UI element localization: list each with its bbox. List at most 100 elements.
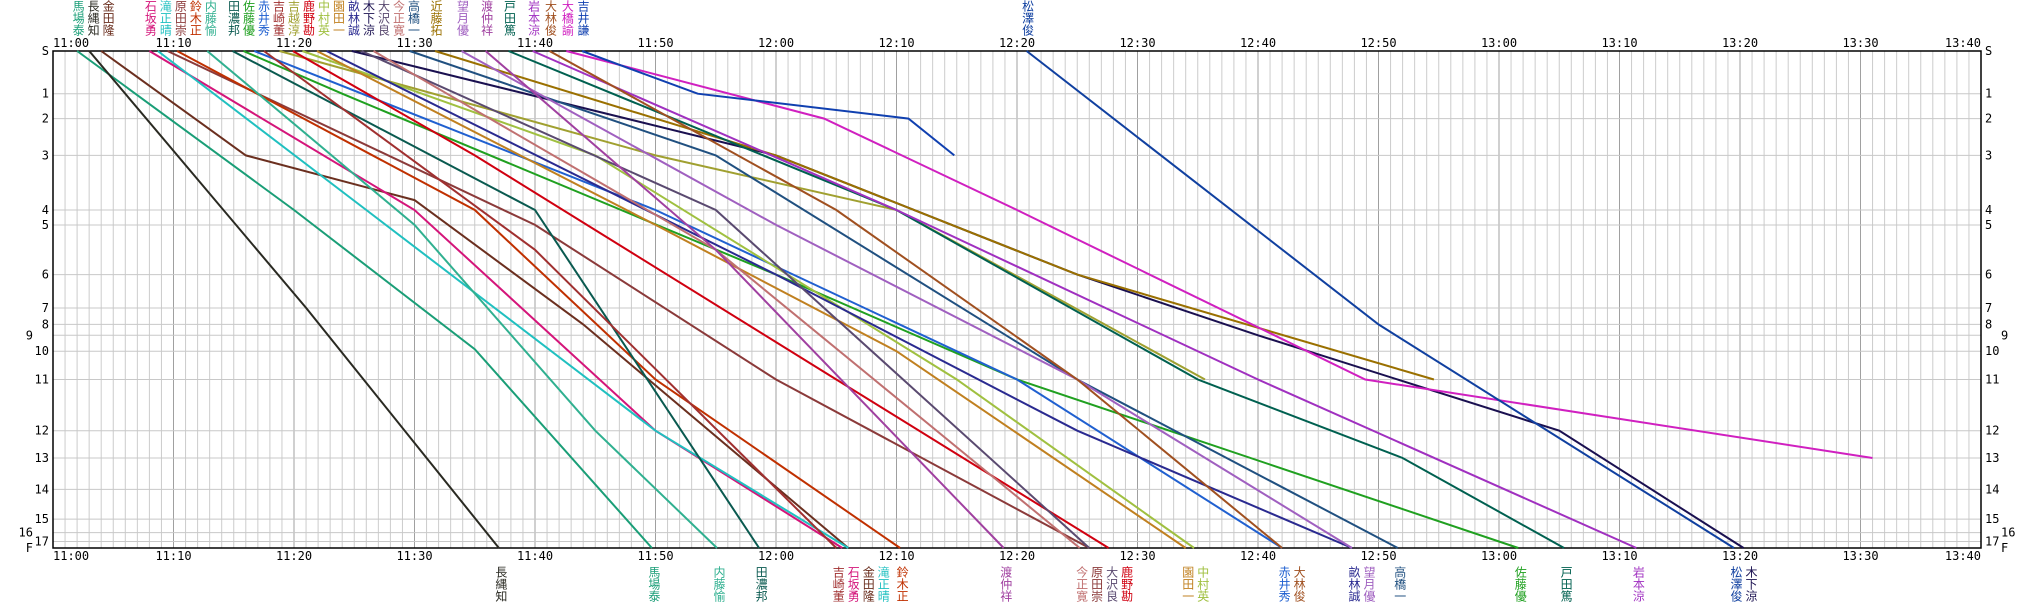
runner-start-label: 望月優 <box>455 0 470 36</box>
runner-line <box>88 50 500 549</box>
station-label-left: 4 <box>42 203 49 217</box>
runner-finish-label: 今正寛 <box>1074 566 1089 602</box>
station-label-right: 1 <box>1985 87 1992 101</box>
runner-line <box>484 50 1005 549</box>
runner-start-label: 吉越淳 <box>286 0 301 36</box>
station-label-right: 7 <box>1985 301 1992 315</box>
station-label-left: 2 <box>42 112 49 126</box>
runner-line <box>1025 50 1735 549</box>
station-label-left: 9 <box>26 328 33 342</box>
station-label-left: 14 <box>35 482 49 496</box>
time-tick-bottom: 12:20 <box>999 549 1035 563</box>
runner-line <box>549 50 1283 549</box>
time-tick-bottom: 12:50 <box>1360 549 1396 563</box>
runner-start-label: 今正寛 <box>391 0 406 36</box>
time-tick-top: 12:30 <box>1119 36 1155 50</box>
runner-lines <box>76 50 1873 549</box>
station-label-right: F <box>2001 541 2008 555</box>
runner-line <box>157 50 849 549</box>
runner-finish-label: 渡仲祥 <box>998 566 1013 602</box>
station-label-left: 13 <box>35 451 49 465</box>
runner-line <box>508 50 1565 549</box>
runner-line <box>176 50 901 549</box>
runner-finish-label: 中村英 <box>1195 566 1210 602</box>
station-label-left: 10 <box>35 344 49 358</box>
time-tick-top: 11:00 <box>53 36 89 50</box>
station-label-left: 3 <box>42 148 49 162</box>
runner-finish-label: 田濃邦 <box>754 566 769 602</box>
time-tick-bottom: 11:30 <box>396 549 432 563</box>
station-label-right: 2 <box>1985 112 1992 126</box>
station-label-right: 4 <box>1985 203 1992 217</box>
station-label-left: S <box>42 44 49 58</box>
plot-frame <box>52 50 1982 549</box>
runner-finish-label: 大林俊 <box>1292 566 1307 602</box>
time-tick-top: 13:40 <box>1945 36 1981 50</box>
time-tick-bottom: 12:10 <box>878 549 914 563</box>
station-label-right: 6 <box>1985 268 1992 282</box>
runner-finish-label: 赤井秀 <box>1277 566 1292 602</box>
runner-line <box>302 50 1195 549</box>
runner-line <box>76 50 653 549</box>
time-tick-top: 12:40 <box>1240 36 1276 50</box>
runner-start-label: 赤井秀 <box>256 0 271 36</box>
runner-start-label: 滝正晴 <box>158 0 173 36</box>
runner-start-label: 金田隆 <box>101 0 116 36</box>
time-tick-top: 13:30 <box>1842 36 1878 50</box>
runner-line <box>263 50 838 549</box>
runner-start-label: 原田崇 <box>173 0 188 36</box>
time-tick-top: 11:50 <box>637 36 673 50</box>
runner-line <box>316 50 1187 549</box>
time-tick-bottom: 11:00 <box>53 549 89 563</box>
runner-line <box>279 50 1206 381</box>
runner-finish-label: 大沢良 <box>1104 566 1119 602</box>
station-label-left: 7 <box>42 301 49 315</box>
station-label-right: 9 <box>2001 328 2008 342</box>
runner-start-label: 中村英 <box>316 0 331 36</box>
station-label-right: 14 <box>1985 482 1999 496</box>
time-tick-top: 11:30 <box>396 36 432 50</box>
runner-finish-label: 岩本涼 <box>1631 566 1646 602</box>
station-label-right: 8 <box>1985 317 1992 331</box>
station-label-right: 3 <box>1985 148 1992 162</box>
station-label-left: F <box>26 541 33 555</box>
runner-line <box>167 50 1090 549</box>
runner-line <box>566 50 1873 459</box>
station-label-right: 5 <box>1985 218 1992 232</box>
runner-start-label: 佐藤優 <box>241 0 256 36</box>
time-tick-bottom: 11:10 <box>155 549 191 563</box>
runner-line <box>206 50 718 549</box>
runner-start-label: 松澤俊 <box>1020 0 1035 36</box>
runner-line <box>292 50 1110 549</box>
station-label-left: 8 <box>42 317 49 331</box>
runner-start-label: 園田一 <box>331 0 346 36</box>
time-tick-top: 11:10 <box>155 36 191 50</box>
station-label-left: 15 <box>35 512 49 526</box>
runner-line <box>232 50 760 549</box>
runner-finish-label: 畝林誠 <box>1346 566 1361 602</box>
station-label-left: 16 <box>19 526 33 540</box>
time-tick-top: 13:00 <box>1481 36 1517 50</box>
time-tick-bottom: 13:30 <box>1842 549 1878 563</box>
runner-start-label: 鹿野勘 <box>301 0 316 36</box>
runner-finish-label: 松澤俊 <box>1728 566 1743 602</box>
runner-line <box>326 50 1353 549</box>
time-tick-top: 13:10 <box>1601 36 1637 50</box>
runner-finish-label: 望月優 <box>1361 566 1376 602</box>
runner-finish-label: 内藤愉 <box>711 566 726 602</box>
runner-start-label: 内藤愉 <box>203 0 218 36</box>
runner-finish-label: 高橋一 <box>1392 566 1407 602</box>
station-label-right: 10 <box>1985 344 1999 358</box>
runner-finish-label: 木下涼 <box>1743 566 1758 602</box>
station-label-right: S <box>1985 44 1992 58</box>
time-tick-top: 12:00 <box>758 36 794 50</box>
runner-finish-label: 馬場泰 <box>646 566 661 602</box>
runner-start-label: 石坂勇 <box>143 0 158 36</box>
time-tick-bottom: 12:40 <box>1240 549 1276 563</box>
runner-start-label: 木下涼 <box>361 0 376 36</box>
station-label-left: 17 <box>35 535 49 549</box>
time-tick-bottom: 12:30 <box>1119 549 1155 563</box>
runner-finish-label: 佐藤優 <box>1513 566 1528 602</box>
station-label-left: 1 <box>42 87 49 101</box>
